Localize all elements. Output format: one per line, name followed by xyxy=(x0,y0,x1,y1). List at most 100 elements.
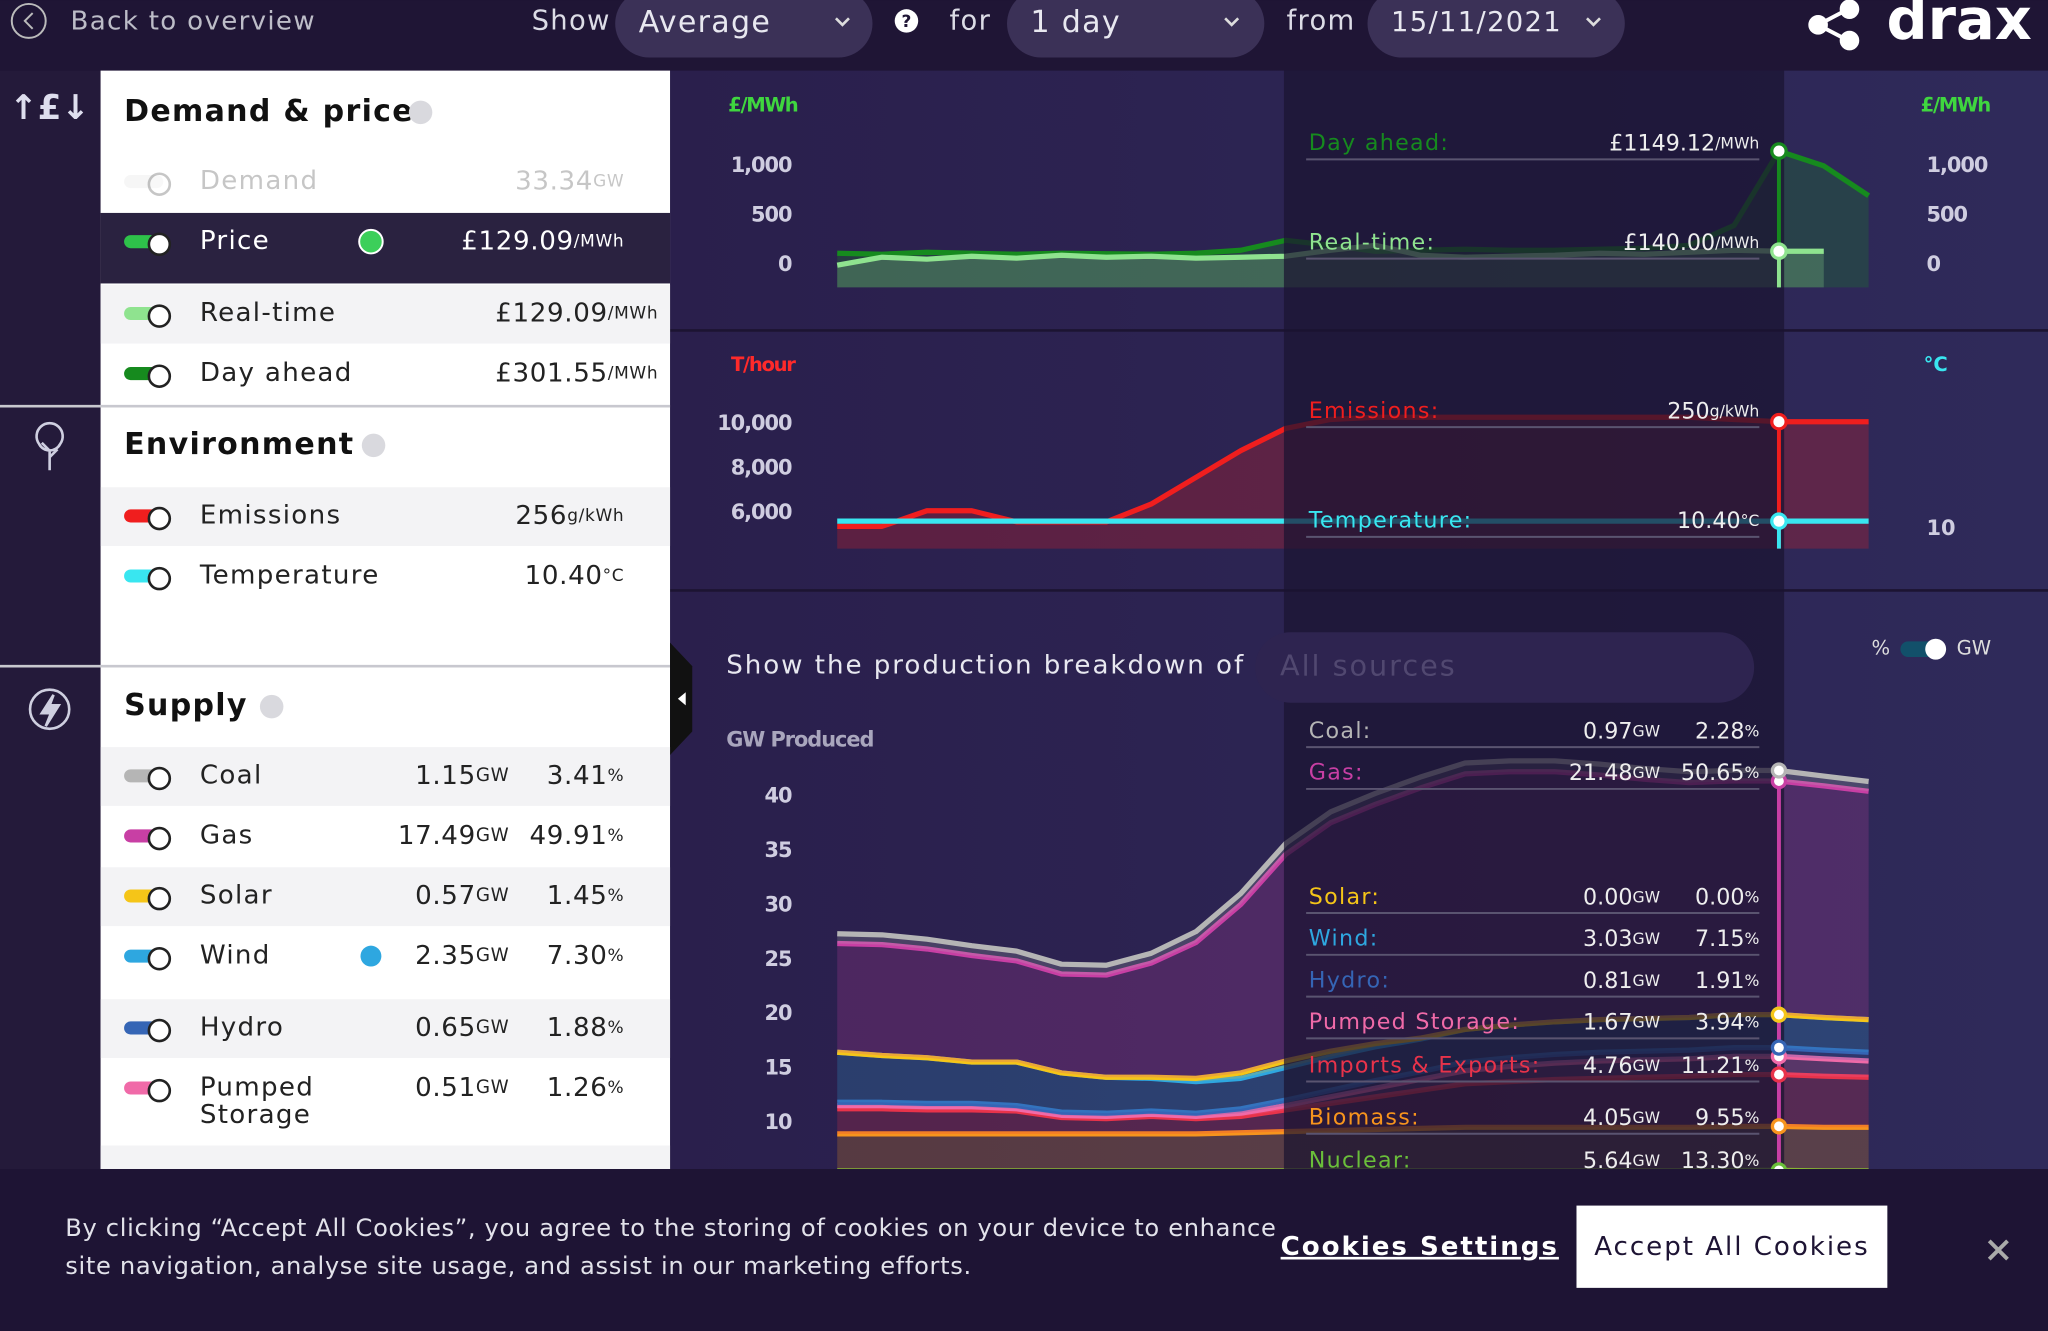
accept-label[interactable]: Accept All Cookies xyxy=(1594,1232,1869,1262)
tooltip-label: Hydro: xyxy=(1309,967,1390,993)
row-background xyxy=(100,284,671,344)
header: Back to overview Show Average ? for 1 da… xyxy=(0,0,2048,71)
help-icon[interactable] xyxy=(408,100,433,125)
section-title: Demand & price xyxy=(124,94,414,129)
y-tick-label: 6,000 xyxy=(731,500,792,524)
unit-toggle-knob[interactable] xyxy=(1925,638,1947,660)
y-tick-label: 35 xyxy=(765,838,792,862)
row-gw: 0.57GW xyxy=(415,881,509,911)
row-background xyxy=(100,1145,671,1170)
for-label: for xyxy=(950,6,992,37)
y-tick-label: 20 xyxy=(765,1001,792,1025)
tooltip-pct: 50.65% xyxy=(1681,760,1760,786)
logo[interactable]: drax xyxy=(1887,0,2032,53)
row-pct: 1.26% xyxy=(547,1073,625,1103)
row-pct: 49.91% xyxy=(530,820,625,850)
row-name: Demand xyxy=(200,166,319,196)
tooltip-gw-part: 3.03 xyxy=(1583,926,1632,952)
y-tick-label: 0 xyxy=(778,252,792,276)
row-value-part: 256 xyxy=(515,500,567,530)
toggle-knob[interactable] xyxy=(147,1018,172,1043)
toggle-knob[interactable] xyxy=(147,566,172,591)
tooltip-pct: 3.94% xyxy=(1695,1009,1759,1035)
back-link[interactable]: Back to overview xyxy=(71,7,316,37)
tooltip-pct-part: % xyxy=(1744,763,1759,782)
row-gw: 1.15GW xyxy=(415,760,509,790)
back-icon[interactable] xyxy=(10,2,47,39)
row-name: Emissions xyxy=(200,500,342,530)
toggle-knob[interactable] xyxy=(147,364,172,388)
help-icon[interactable] xyxy=(894,9,919,33)
period-value[interactable]: 1 day xyxy=(1031,5,1121,40)
toggle-track[interactable] xyxy=(124,175,164,189)
source-value[interactable]: All sources xyxy=(1280,648,1457,682)
tooltip-value-part: /MWh xyxy=(1715,133,1759,152)
toggle-knob[interactable] xyxy=(147,232,172,257)
row-gw-part: 2.35 xyxy=(415,941,476,971)
share-icon[interactable] xyxy=(1808,0,1860,51)
back-arrow[interactable] xyxy=(23,12,34,30)
row-name: Solar xyxy=(200,881,273,911)
close-banner[interactable] xyxy=(1987,1239,2009,1261)
row-gw: 0.65GW xyxy=(415,1012,509,1042)
tooltip-gw-part: 21.48 xyxy=(1569,760,1633,786)
show-dropdown[interactable] xyxy=(615,0,873,58)
row-background xyxy=(100,999,671,1058)
date-dropdown[interactable] xyxy=(1367,0,1625,58)
tooltip-value: £140.00/MWh xyxy=(1623,229,1759,255)
chevron xyxy=(1586,17,1601,27)
accept-button[interactable] xyxy=(1576,1205,1888,1288)
source-dropdown[interactable] xyxy=(1255,632,1755,703)
tooltip-overlay xyxy=(1283,70,1785,1170)
row-value: 256g/kWh xyxy=(515,500,624,530)
row-background xyxy=(100,212,671,284)
toggle-knob[interactable] xyxy=(147,826,172,851)
toggle-knob[interactable] xyxy=(147,946,172,971)
tooltip-label: Solar: xyxy=(1309,884,1380,910)
row-value-part: GW xyxy=(593,172,624,192)
tooltip-pct-part: % xyxy=(1744,721,1759,740)
tooltip-pct-part: % xyxy=(1744,1012,1759,1031)
date-value[interactable]: 15/11/2021 xyxy=(1391,7,1562,38)
row-pct: 7.30% xyxy=(547,941,625,971)
collapse-arrow[interactable] xyxy=(677,692,686,706)
row-pct-part: 49.91 xyxy=(530,820,608,850)
toggle-knob[interactable] xyxy=(147,506,172,531)
toggle-knob[interactable] xyxy=(147,172,172,196)
y-tick-label: 15 xyxy=(765,1056,792,1080)
toggle-knob[interactable] xyxy=(147,304,172,328)
tooltip-gw-part: GW xyxy=(1632,1055,1660,1074)
tooltip-pct-part: % xyxy=(1744,929,1759,948)
tooltip-gw: 1.67GW xyxy=(1583,1009,1660,1035)
cookie-text: By clicking “Accept All Cookies”, you ag… xyxy=(65,1214,1276,1242)
tooltip-pct-part: % xyxy=(1744,887,1759,906)
tooltip-pct-part: % xyxy=(1744,1108,1759,1127)
y-axis-label: T/hour xyxy=(731,353,796,376)
period-dropdown[interactable] xyxy=(1007,0,1265,58)
row-pct-part: % xyxy=(608,946,625,966)
tooltip-value: 10.40°C xyxy=(1677,508,1759,534)
icon-column xyxy=(0,70,101,1170)
help-icon[interactable] xyxy=(259,694,284,719)
cursor-dot xyxy=(1770,1118,1788,1135)
row-value-part: g/kWh xyxy=(567,506,624,526)
tooltip-pct-part: % xyxy=(1744,970,1759,989)
tooltip-pct: 11.21% xyxy=(1681,1052,1760,1078)
cookie-text: site navigation, analyse site usage, and… xyxy=(65,1252,972,1280)
y-axis-label: GW Produced xyxy=(726,728,873,752)
help-icon[interactable] xyxy=(361,433,386,458)
toggle-knob[interactable] xyxy=(147,766,172,791)
tooltip-pct: 9.55% xyxy=(1695,1105,1759,1131)
row-name: Pumped xyxy=(200,1073,314,1103)
row-pct: 3.41% xyxy=(547,760,625,790)
toggle-knob[interactable] xyxy=(147,886,172,911)
tooltip-gw-part: GW xyxy=(1632,1012,1660,1031)
row-gw-part: GW xyxy=(476,825,510,846)
tooltip-value-part: £1149.12 xyxy=(1609,130,1715,156)
toggle-knob[interactable] xyxy=(147,1078,172,1103)
show-value[interactable]: Average xyxy=(639,5,771,40)
cookie-settings[interactable]: Cookies Settings xyxy=(1281,1232,1559,1262)
row-background xyxy=(100,867,671,927)
tooltip-label: Gas: xyxy=(1309,760,1364,786)
